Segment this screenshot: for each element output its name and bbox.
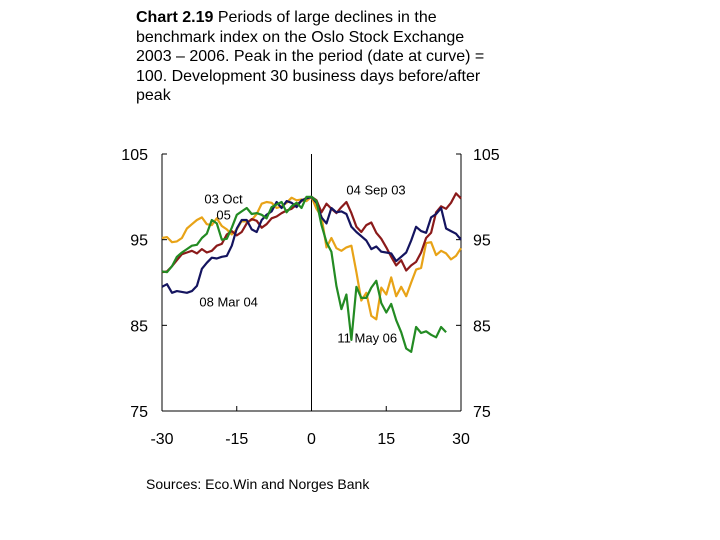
x-tick-label: 15 bbox=[377, 431, 395, 448]
curve-label-line: 03 Oct bbox=[204, 192, 243, 207]
y-tick-right-label: 85 bbox=[473, 318, 491, 335]
x-tick-label: -15 bbox=[225, 431, 248, 448]
x-tick-label: -30 bbox=[150, 431, 173, 448]
x-tick-label: 0 bbox=[307, 431, 316, 448]
y-tick-left-label: 105 bbox=[121, 147, 148, 164]
curve-label: 04 Sep 03 bbox=[346, 182, 405, 197]
series-line-11-may-06 bbox=[161, 195, 447, 353]
y-tick-right-label: 105 bbox=[473, 147, 500, 164]
curve-label: 11 May 06 bbox=[337, 330, 397, 345]
y-tick-left-label: 75 bbox=[130, 404, 148, 421]
curve-label: 03 Oct 05 bbox=[204, 192, 243, 223]
curve-label-line: 05 bbox=[216, 208, 230, 223]
x-tick-label: 30 bbox=[452, 431, 470, 448]
y-tick-right-label: 95 bbox=[473, 233, 491, 250]
y-tick-right-label: 75 bbox=[473, 404, 491, 421]
source-note: Sources: Eco.Win and Norges Bank bbox=[146, 476, 370, 492]
y-tick-left-label: 95 bbox=[130, 233, 148, 250]
chart-title: Chart 2.19 Periods of large declines in … bbox=[136, 8, 496, 106]
chart-title-text: Periods of large declines in the benchma… bbox=[136, 9, 485, 104]
y-tick-left-label: 85 bbox=[130, 318, 148, 335]
chart-title-bold: Chart 2.19 bbox=[136, 9, 214, 26]
curve-label: 08 Mar 04 bbox=[199, 294, 258, 309]
